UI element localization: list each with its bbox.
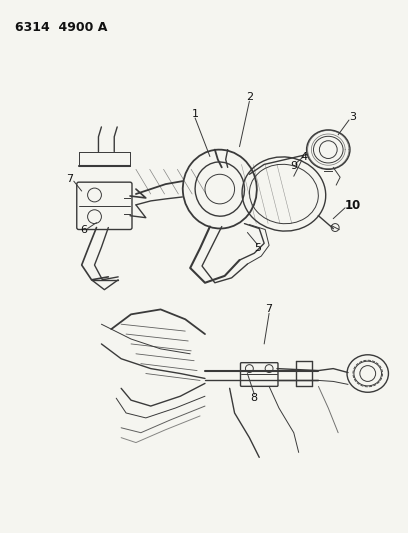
Text: 9: 9 — [290, 161, 297, 172]
Text: 5: 5 — [254, 243, 261, 253]
Text: 1: 1 — [192, 109, 199, 119]
Text: 3: 3 — [349, 112, 357, 122]
Text: 7: 7 — [66, 174, 73, 184]
Text: 10: 10 — [345, 199, 361, 212]
Text: 2: 2 — [246, 92, 253, 102]
Text: 7: 7 — [266, 304, 273, 314]
Text: 8: 8 — [251, 393, 258, 403]
Text: 6314  4900 A: 6314 4900 A — [15, 21, 107, 35]
Text: 6: 6 — [80, 225, 87, 236]
Text: 4: 4 — [300, 151, 307, 161]
